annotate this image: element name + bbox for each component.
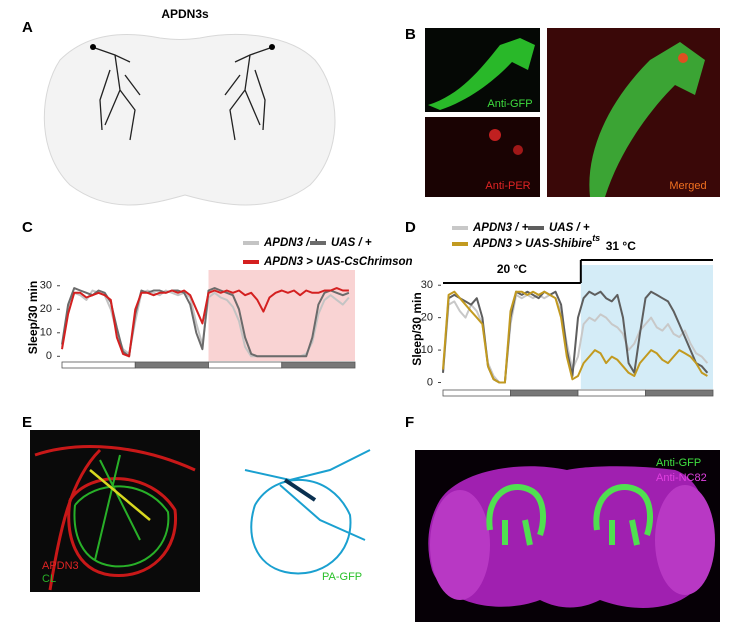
data-line (61, 287, 349, 358)
legend-label: APDN3 / + (472, 222, 529, 234)
temperature-label: 20 °C (497, 262, 527, 276)
y-tick-label: 0 (427, 376, 433, 388)
brain-image (43, 33, 336, 206)
light-dark-bar (645, 389, 714, 397)
data-line (61, 287, 350, 358)
panel-letter: A (22, 19, 33, 36)
data-line (442, 290, 708, 384)
y-tick-label: 20 (421, 312, 433, 324)
light-dark-bar (208, 361, 283, 369)
y-tick-label: 20 (40, 303, 52, 315)
confocal-images (425, 28, 720, 197)
legend-name: APDN3 > UAS-Shibire (472, 238, 593, 250)
y-tick-label: 0 (46, 350, 52, 362)
light-dark-bar (510, 389, 579, 397)
legend-name: UAS / + (549, 222, 590, 234)
panel-letter: D (405, 219, 416, 236)
light-dark-bar (577, 389, 646, 397)
legend-name: UAS / + (331, 237, 372, 249)
light-dark-bar (442, 389, 511, 397)
confocal-image (415, 450, 720, 622)
y-tick-label: 10 (40, 327, 52, 339)
shaded-region (580, 265, 713, 389)
image-label: Merged (669, 180, 706, 192)
image-label: CL (42, 573, 56, 585)
y-tick-label: 10 (421, 344, 433, 356)
panel-letter: F (405, 414, 414, 431)
image-label: PA-GFP (322, 571, 362, 583)
y-tick-label: 30 (40, 280, 52, 292)
confocal-images (30, 430, 385, 592)
legend-label: APDN3 > UAS-Shibirets (472, 233, 600, 250)
y-tick-label: 30 (421, 279, 433, 291)
y-axis-label: Sleep/30 min (410, 292, 424, 365)
image-label: APDN3 (42, 560, 79, 572)
temperature-label: 31 °C (606, 239, 636, 253)
image-label: Anti-GFP (656, 457, 701, 469)
legend-label: UAS / + (331, 237, 372, 249)
legend-name: APDN3 / + (472, 222, 529, 234)
light-dark-bar (281, 361, 356, 369)
light-dark-bar (61, 361, 136, 369)
shaded-region (208, 270, 355, 361)
panel-letter: C (22, 219, 33, 236)
panel-letter: E (22, 414, 32, 431)
y-axis-label: Sleep/30 min (26, 281, 40, 354)
legend-name: APDN3 / + (263, 237, 320, 249)
legend-label: UAS / + (549, 222, 590, 234)
legend-superscript: ts (592, 233, 600, 243)
panel-letter: B (405, 26, 416, 43)
image-label: Anti-NC82 (656, 472, 707, 484)
light-dark-bar (134, 361, 209, 369)
image-label: Anti-PER (485, 180, 530, 192)
legend-label: APDN3 / + (263, 237, 320, 249)
legend-label: APDN3 > UAS-CsChrimson (263, 256, 413, 268)
image-label: Anti-GFP (487, 98, 532, 110)
panel-title: APDN3s (161, 7, 209, 21)
legend-name: APDN3 > UAS-CsChrimson (263, 256, 413, 268)
